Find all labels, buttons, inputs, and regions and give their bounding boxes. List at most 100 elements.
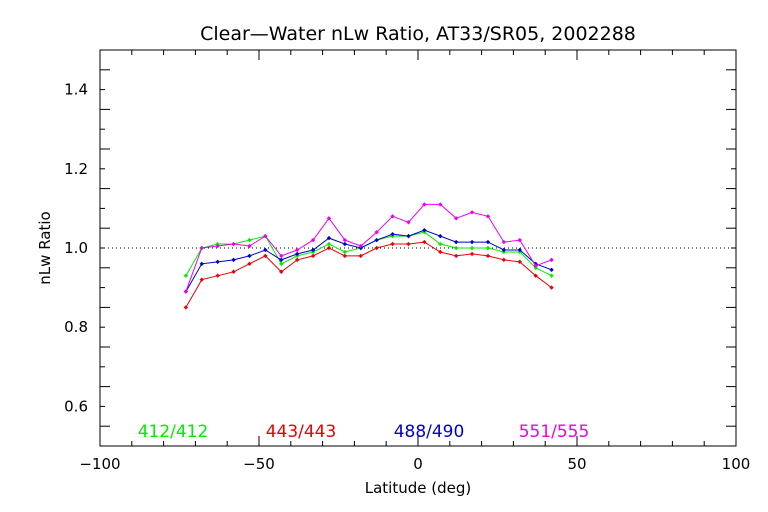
series-4	[183, 202, 554, 294]
data-point	[390, 241, 395, 247]
legend-entry: 551/555	[519, 422, 590, 442]
data-point	[247, 253, 252, 259]
data-point	[279, 257, 284, 263]
data-point	[453, 245, 459, 251]
data-point	[231, 269, 236, 274]
data-point	[231, 241, 236, 247]
data-point	[326, 241, 332, 247]
data-point	[326, 235, 332, 241]
data-point	[199, 245, 204, 251]
data-point	[517, 259, 522, 265]
data-point	[485, 214, 491, 219]
data-point	[215, 259, 220, 265]
legend-entry: 488/490	[394, 422, 465, 442]
data-point	[342, 241, 348, 247]
legend: 412/412 443/443 488/490 551/555	[138, 422, 590, 442]
data-point	[390, 214, 395, 219]
data-point	[263, 247, 268, 253]
y-tick-label: 0.6	[64, 397, 88, 415]
data-point	[453, 216, 459, 221]
data-point	[501, 239, 507, 245]
x-axis-label: Latitude (deg)	[365, 479, 471, 497]
data-point	[533, 263, 538, 269]
data-point	[183, 273, 189, 278]
data-point	[485, 253, 491, 259]
data-point	[231, 257, 236, 263]
data-point	[342, 253, 348, 259]
data-point	[263, 253, 268, 259]
legend-entry: 443/443	[266, 422, 337, 442]
data-point	[438, 233, 443, 239]
data-point	[374, 245, 379, 251]
data-point	[453, 239, 459, 245]
data-point	[326, 216, 332, 221]
series-group	[183, 202, 554, 310]
series-3	[183, 227, 554, 294]
data-point	[183, 305, 189, 310]
data-point	[469, 245, 475, 251]
x-tick-label: 0	[413, 455, 423, 473]
y-tick-label: 1.2	[64, 160, 88, 178]
data-point	[374, 237, 379, 243]
data-point	[438, 249, 443, 255]
data-point	[406, 241, 411, 247]
data-point	[406, 233, 411, 239]
data-point	[549, 267, 554, 272]
data-point	[183, 289, 189, 294]
data-point	[485, 239, 491, 245]
data-point	[263, 233, 268, 239]
legend-entry: 412/412	[138, 422, 209, 442]
series-line	[185, 241, 552, 308]
data-point	[294, 247, 300, 253]
data-point	[549, 257, 554, 263]
data-point	[485, 245, 491, 251]
data-point	[469, 210, 475, 215]
data-point	[310, 253, 316, 259]
data-point	[374, 229, 379, 235]
data-point	[406, 220, 411, 225]
data-point	[469, 251, 475, 257]
data-point	[549, 273, 554, 278]
data-point	[517, 237, 522, 243]
series-line	[185, 229, 552, 292]
data-point	[279, 269, 284, 274]
data-point	[501, 257, 507, 263]
x-tick-label: −50	[243, 455, 275, 473]
data-point	[294, 257, 300, 263]
y-axis-label: nLw Ratio	[36, 211, 54, 284]
data-point	[422, 227, 427, 233]
data-point	[310, 247, 316, 253]
data-point	[247, 261, 252, 267]
data-point	[390, 231, 395, 237]
data-point	[279, 261, 284, 267]
data-point	[469, 239, 475, 245]
data-point	[422, 239, 427, 245]
chart-title: Clear—Water nLw Ratio, AT33/SR05, 200228…	[200, 23, 636, 45]
series-1	[183, 229, 554, 278]
data-point	[342, 237, 348, 243]
data-point	[294, 251, 300, 257]
data-point	[358, 253, 363, 259]
data-point	[453, 253, 459, 259]
data-point	[310, 237, 316, 243]
x-tick-label: 50	[567, 455, 586, 473]
data-point	[517, 247, 522, 253]
data-point	[247, 243, 252, 249]
data-point	[438, 202, 443, 207]
data-point	[215, 243, 220, 249]
data-point	[199, 277, 204, 282]
data-point	[199, 261, 204, 267]
data-point	[549, 285, 554, 290]
data-point	[279, 253, 284, 259]
y-tick-label: 0.8	[64, 318, 88, 336]
data-point	[422, 202, 427, 207]
series-2	[183, 239, 554, 310]
data-point	[326, 245, 332, 251]
x-tick-label: 100	[722, 455, 751, 473]
data-point	[358, 243, 363, 249]
data-point	[342, 249, 348, 255]
data-point	[533, 273, 538, 278]
data-point	[438, 241, 443, 247]
y-tick-label: 1.4	[64, 81, 88, 99]
